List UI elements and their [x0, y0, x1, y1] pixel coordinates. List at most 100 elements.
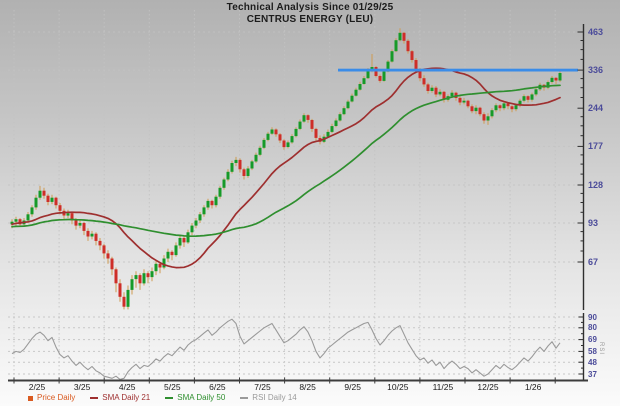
candle-body: [530, 94, 534, 100]
candle-body: [414, 60, 418, 70]
month-label: 6/25: [209, 382, 226, 392]
candle-body: [250, 161, 254, 169]
month-label: 4/25: [118, 382, 136, 392]
candle-body: [546, 82, 550, 88]
candle-body: [306, 115, 310, 120]
candle-body: [526, 96, 530, 100]
price-tick-label: 67: [588, 257, 599, 267]
candle-body: [254, 154, 258, 162]
candle-body: [106, 253, 110, 259]
candle-body: [514, 105, 518, 110]
candle-body: [362, 78, 366, 84]
candle-body: [226, 171, 230, 180]
rsi-tick-label: 80: [588, 323, 597, 333]
candle-body: [42, 190, 46, 196]
candle-body: [50, 197, 54, 202]
candle-body: [34, 197, 38, 208]
candle-body: [122, 296, 126, 307]
sma-21-line: [11, 67, 561, 269]
candle-body: [94, 233, 98, 241]
candle-body: [166, 251, 170, 259]
candle-body: [138, 275, 142, 284]
candle-body: [190, 225, 194, 233]
candle-body: [178, 238, 182, 246]
candle-body: [386, 61, 390, 72]
month-label: 7/25: [254, 382, 271, 392]
candle-body: [522, 96, 526, 101]
candle-body: [518, 100, 522, 106]
candle-body: [134, 275, 138, 280]
candle-body: [434, 87, 438, 95]
legend-label: SMA Daily 21: [102, 393, 151, 402]
candle-body: [186, 232, 190, 243]
candle-body: [510, 106, 514, 110]
candle-body: [30, 207, 34, 215]
candle-body: [494, 105, 498, 111]
candle-body: [86, 230, 90, 237]
candle-body: [462, 100, 466, 103]
candle-body: [310, 120, 314, 129]
candle-body: [338, 114, 342, 121]
candle-body: [406, 40, 410, 52]
candle-body: [274, 129, 278, 135]
candle-body: [102, 245, 106, 254]
candle-body: [290, 136, 294, 143]
candle-body: [154, 263, 158, 272]
month-label: 9/25: [344, 382, 361, 392]
rsi-tick-label: 69: [588, 335, 597, 345]
month-label: 1/26: [524, 382, 542, 392]
candle-body: [394, 40, 398, 52]
candle-body: [118, 283, 122, 297]
price-tick-label: 93: [588, 218, 599, 228]
candle-body: [370, 67, 374, 71]
candle-body: [18, 219, 22, 225]
candle-body: [302, 115, 306, 122]
candle-body: [470, 106, 474, 112]
candle-body: [10, 221, 14, 225]
candle-body: [506, 103, 510, 107]
candle-body: [390, 51, 394, 62]
candle-body: [482, 114, 486, 121]
candle-body: [146, 273, 150, 278]
candle-body: [502, 103, 506, 109]
candle-body: [230, 163, 234, 172]
candle-body: [298, 121, 302, 129]
candle-body: [58, 205, 62, 211]
candle-body: [82, 223, 86, 231]
legend-label: RSI Daily 14: [252, 393, 297, 402]
legend-square-marker: [28, 395, 33, 401]
candle-body: [270, 129, 274, 134]
candle-body: [74, 220, 78, 226]
candles-layer: [10, 28, 562, 310]
candle-body: [70, 213, 74, 221]
candle-body: [234, 159, 238, 163]
candle-body: [426, 84, 430, 91]
candle-body: [266, 133, 270, 140]
legend-dash-marker: [90, 397, 99, 399]
rsi-line: [11, 318, 561, 380]
candle-body: [158, 263, 162, 268]
candle-body: [474, 107, 478, 112]
candle-body: [114, 269, 118, 284]
legend-label: SMA Daily 50: [177, 393, 226, 402]
candle-body: [126, 289, 130, 307]
candle-body: [54, 197, 58, 206]
candle-body: [202, 207, 206, 215]
price-tick-label: 336: [588, 65, 604, 76]
rsi-tick-label: 48: [588, 357, 597, 367]
candle-body: [294, 128, 298, 137]
price-tick-label: 463: [588, 27, 604, 37]
legend-item: SMA Daily 21: [90, 393, 150, 403]
month-label: 5/25: [164, 382, 181, 392]
candle-body: [198, 214, 202, 221]
rsi-tick-label: 90: [588, 312, 597, 322]
candle-body: [206, 200, 210, 208]
candle-body: [378, 76, 382, 81]
rsi-tick-label: 37: [588, 369, 597, 379]
candle-body: [550, 77, 554, 82]
candle-body: [222, 179, 226, 188]
candle-body: [286, 142, 290, 147]
rsi-tick-label: 58: [588, 346, 597, 356]
